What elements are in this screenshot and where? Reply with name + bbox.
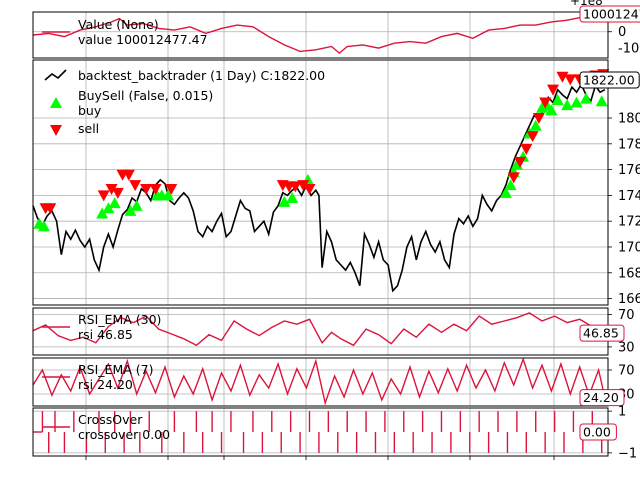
- last-value-label: 100012477: [583, 7, 640, 22]
- y-tick-label: 168: [618, 266, 640, 281]
- series-line-value: [32, 16, 609, 55]
- y-tick-label: −1: [618, 446, 637, 461]
- last-value-box: [579, 324, 625, 342]
- sell-marker: [140, 183, 153, 195]
- y-tick-label-clipped: -10: [618, 42, 639, 57]
- last-value-box: [579, 389, 625, 407]
- panel-price: 166 168 170 172 174 176 178 180 1822.00 backtest_…: [32, 59, 640, 307]
- sell-marker: [520, 143, 533, 155]
- y-tick-label: 166: [618, 292, 640, 307]
- buy-marker: [580, 92, 593, 104]
- last-value-label: 24.20: [583, 390, 619, 405]
- legend-buysell-label: BuySell (False, 0.015): [78, 88, 213, 103]
- buy-marker: [529, 119, 542, 131]
- series-line-rsi: [32, 312, 606, 347]
- sell-marker: [44, 203, 57, 215]
- value-offset-label: +1e8: [570, 0, 603, 8]
- buy-marker: [37, 220, 50, 232]
- last-value-label: 1822.00: [583, 73, 635, 88]
- y-tick-label: 172: [618, 215, 640, 230]
- sell-marker: [303, 183, 316, 195]
- buy-marker: [286, 191, 299, 203]
- sell-marker: [507, 172, 520, 184]
- buy-marker: [278, 195, 291, 207]
- last-value-label: 46.85: [583, 326, 619, 341]
- y-tick-label: 176: [618, 163, 640, 178]
- y-tick-label: 30: [618, 340, 635, 355]
- y-tick-label: 0: [618, 25, 626, 40]
- legend-buy-label: buy: [78, 103, 102, 118]
- buy-marker: [102, 202, 115, 214]
- legend-name: RSI_EMA (30): [78, 312, 161, 327]
- last-value-box: [579, 423, 617, 441]
- buy-marker: [595, 95, 608, 107]
- legend-price-glyph: [44, 69, 67, 81]
- legend-buy-glyph: [50, 97, 62, 108]
- last-value-box: [579, 5, 640, 23]
- sell-marker: [149, 183, 162, 195]
- sell-marker: [539, 97, 552, 109]
- sell-marker: [97, 190, 110, 202]
- panel-frame: [32, 59, 609, 306]
- panel-frame: [32, 11, 609, 59]
- last-value-label: 0.00: [583, 425, 611, 440]
- legend-value: rsi 24.20: [78, 377, 133, 392]
- legend-value: value 100012477.47: [78, 32, 208, 47]
- panel-value: 0 100012477 Value (None)value 100012477.47…: [32, 5, 640, 59]
- legend-price-label: backtest_backtrader (1 Day) C:1822.00: [78, 68, 325, 83]
- legend-sell-label: sell: [78, 121, 99, 136]
- last-value-box: [579, 71, 640, 89]
- legend-name: Value (None): [78, 17, 159, 32]
- y-tick-label: 178: [618, 137, 640, 152]
- y-tick-label: 70: [618, 364, 635, 379]
- x-axis-ticks: [85, 456, 555, 460]
- sell-marker: [547, 84, 560, 96]
- buy-marker: [499, 186, 512, 198]
- sell-marker: [122, 169, 135, 181]
- legend-value: rsi 46.85: [78, 327, 133, 342]
- sell-marker: [297, 180, 310, 192]
- buy-marker: [130, 199, 143, 211]
- sell-marker: [532, 113, 545, 125]
- y-tick-label: 170: [618, 240, 640, 255]
- series-line-close: [32, 82, 606, 293]
- buy-marker: [504, 179, 517, 191]
- buy-marker: [96, 207, 109, 219]
- legend-name: RSI_EMA (7): [78, 362, 153, 377]
- sell-marker: [165, 183, 178, 195]
- buy-marker: [545, 104, 558, 116]
- y-tick-label: 70: [618, 308, 635, 323]
- sell-marker: [111, 187, 124, 199]
- buy-marker: [551, 93, 564, 105]
- sell-marker: [289, 181, 302, 193]
- panel-rsi30: 30 70 46.85 RSI_EMA (30)rsi 46.85: [32, 307, 635, 356]
- y-tick-label: 1: [618, 405, 626, 420]
- sell-marker: [129, 180, 142, 192]
- sell-marker: [514, 156, 527, 168]
- series-line-rsi: [32, 357, 606, 406]
- buy-marker: [108, 197, 121, 209]
- legend-sell-glyph: [50, 125, 62, 136]
- sell-marker: [105, 183, 118, 195]
- buy-marker: [162, 189, 175, 201]
- buy-marker: [570, 96, 583, 108]
- y-tick-label: 174: [618, 189, 640, 204]
- buy-marker: [124, 204, 137, 216]
- legend-value: crossover 0.00: [78, 427, 170, 442]
- sell-marker: [564, 74, 577, 86]
- legend-name: CrossOver: [78, 412, 143, 427]
- panel-frame: [32, 357, 609, 407]
- y-tick-label: 180: [618, 112, 640, 127]
- sell-marker: [526, 131, 539, 143]
- buy-marker: [561, 99, 574, 111]
